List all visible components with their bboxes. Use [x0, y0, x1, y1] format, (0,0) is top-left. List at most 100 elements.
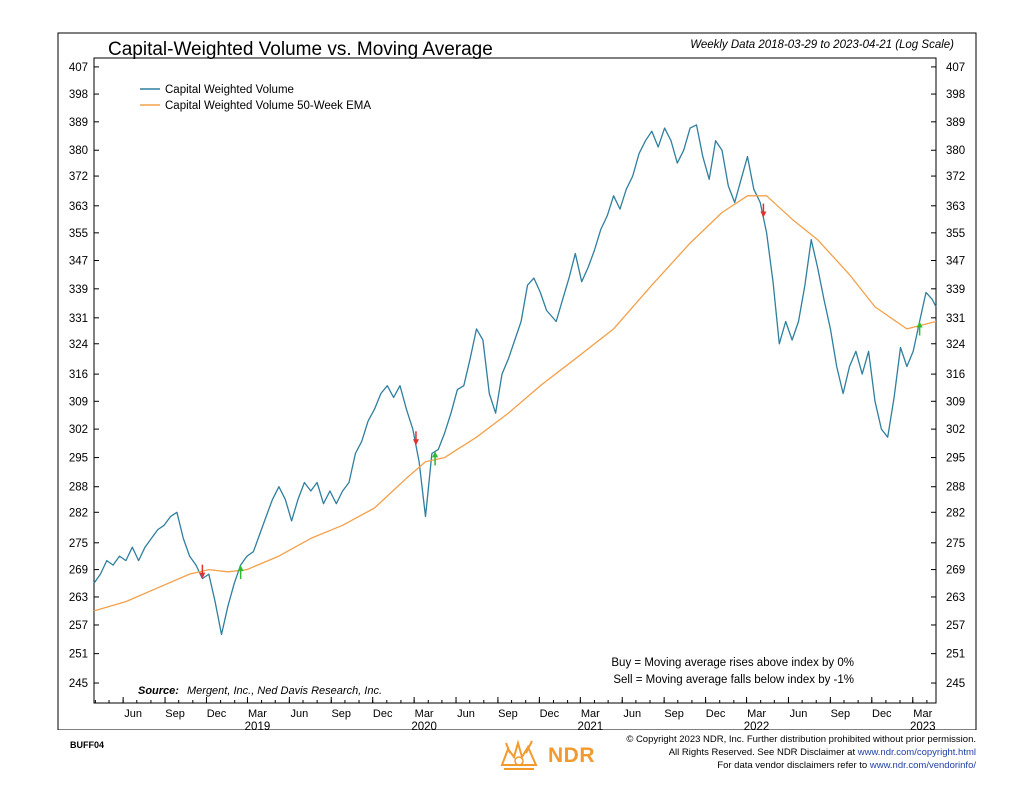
y-tick-label-right: 309: [946, 396, 965, 408]
x-month-label: Sep: [664, 708, 684, 720]
y-tick-label-left: 309: [69, 396, 88, 408]
y-tick-label-right: 407: [946, 62, 965, 74]
y-tick-label-left: 302: [69, 424, 88, 436]
buy-signal-arrow-icon: [237, 565, 244, 572]
copyright-line-2: All Rights Reserved. See NDR Disclaimer …: [626, 746, 976, 759]
y-tick-label-right: 372: [946, 171, 965, 183]
y-tick-label-left: 355: [69, 228, 88, 240]
y-tick-label-left: 288: [69, 482, 88, 494]
x-month-label: Sep: [498, 708, 518, 720]
x-month-label: Dec: [373, 708, 393, 720]
sell-signal-arrow-icon: [199, 572, 206, 579]
x-year-label: 2023: [910, 721, 936, 730]
y-tick-label-left: 407: [69, 62, 88, 74]
source-label: Source:: [138, 685, 179, 697]
copyright-line-3: For data vendor disclaimers refer to www…: [626, 759, 976, 772]
legend-label: Capital Weighted Volume: [165, 84, 294, 96]
x-month-label: Mar: [248, 708, 267, 720]
copyright-link[interactable]: www.ndr.com/copyright.html: [857, 747, 976, 758]
chart-code: BUFF04: [70, 740, 105, 750]
buy-rule-text: Buy = Moving average rises above index b…: [611, 657, 854, 669]
y-tick-label-right: 398: [946, 89, 965, 101]
outer-frame: [57, 32, 977, 730]
y-tick-label-left: 263: [69, 592, 88, 604]
x-year-label: 2022: [744, 721, 770, 730]
copyright-block: © Copyright 2023 NDR, Inc. Further distr…: [626, 733, 976, 772]
sell-rule-text: Sell = Moving average falls below index …: [613, 674, 854, 686]
y-tick-label-left: 275: [69, 538, 88, 550]
y-tick-label-right: 257: [946, 620, 965, 632]
y-tick-label-right: 331: [946, 313, 965, 325]
x-month-label: Jun: [290, 708, 308, 720]
chart-subtitle: Weekly Data 2018-03-29 to 2023-04-21 (Lo…: [690, 39, 954, 51]
volume-series-line: [93, 124, 937, 636]
y-tick-label-left: 282: [69, 507, 88, 519]
x-month-label: Dec: [872, 708, 892, 720]
x-year-label: 2021: [578, 721, 604, 730]
sell-signal-arrow-icon: [412, 439, 419, 446]
plot-frame: [93, 57, 937, 704]
y-tick-label-right: 363: [946, 201, 965, 213]
y-tick-label-left: 245: [69, 678, 88, 690]
x-year-label: 2020: [411, 721, 437, 730]
x-month-label: Mar: [415, 708, 434, 720]
y-tick-label-left: 257: [69, 620, 88, 632]
x-month-label: Dec: [706, 708, 726, 720]
vendor-info-link[interactable]: www.ndr.com/vendorinfo/: [869, 760, 976, 771]
ndr-logo-text: NDR: [548, 744, 595, 767]
y-tick-label-left: 324: [69, 339, 89, 351]
chart-title: Capital-Weighted Volume vs. Moving Avera…: [108, 39, 493, 60]
x-month-label: Sep: [331, 708, 351, 720]
y-tick-label-right: 324: [946, 339, 966, 351]
buy-signal-arrow-icon: [916, 321, 923, 328]
x-month-label: Jun: [457, 708, 475, 720]
x-year-label: 2019: [245, 721, 271, 730]
bull-bear-logo-icon: [500, 739, 538, 770]
x-month-label: Mar: [913, 708, 932, 720]
y-tick-label-left: 339: [69, 284, 88, 296]
ndr-logo: NDR: [496, 735, 595, 777]
x-month-label: Mar: [581, 708, 600, 720]
buy-signal-arrow-icon: [432, 451, 439, 458]
ema-series-line: [93, 195, 937, 612]
y-tick-label-left: 269: [69, 565, 88, 577]
x-month-label: Jun: [124, 708, 142, 720]
y-tick-label-left: 251: [69, 649, 88, 661]
x-month-label: Mar: [747, 708, 766, 720]
y-tick-label-right: 275: [946, 538, 965, 550]
x-month-label: Sep: [165, 708, 185, 720]
y-tick-label-right: 288: [946, 482, 965, 494]
y-tick-label-right: 316: [946, 369, 965, 381]
y-tick-label-left: 372: [69, 171, 88, 183]
x-month-label: Sep: [831, 708, 851, 720]
x-month-label: Dec: [540, 708, 560, 720]
source-text: Mergent, Inc., Ned Davis Research, Inc.: [187, 685, 382, 697]
sell-signal-arrow-icon: [760, 211, 767, 218]
y-tick-label-left: 316: [69, 369, 88, 381]
y-tick-label-left: 295: [69, 453, 88, 465]
y-tick-label-right: 251: [946, 649, 965, 661]
y-tick-label-right: 389: [946, 117, 965, 129]
x-month-label: Jun: [623, 708, 641, 720]
y-tick-label-right: 282: [946, 507, 965, 519]
copyright-line-1: © Copyright 2023 NDR, Inc. Further distr…: [626, 734, 976, 745]
x-month-label: Dec: [207, 708, 227, 720]
y-tick-label-left: 331: [69, 313, 88, 325]
y-tick-label-left: 389: [69, 117, 88, 129]
y-tick-label-left: 380: [69, 145, 88, 157]
y-tick-label-left: 347: [69, 256, 88, 268]
y-tick-label-right: 347: [946, 256, 965, 268]
y-tick-label-right: 269: [946, 565, 965, 577]
chart-canvas: Capital-Weighted Volume vs. Moving Avera…: [57, 32, 977, 730]
y-tick-label-right: 263: [946, 592, 965, 604]
y-tick-label-right: 245: [946, 678, 965, 690]
y-tick-label-left: 363: [69, 201, 88, 213]
y-tick-label-right: 339: [946, 284, 965, 296]
y-tick-label-right: 380: [946, 145, 965, 157]
copyright-line-2-text: All Rights Reserved. See NDR Disclaimer …: [668, 747, 858, 758]
y-tick-label-right: 295: [946, 453, 965, 465]
y-tick-label-right: 355: [946, 228, 965, 240]
legend-label: Capital Weighted Volume 50-Week EMA: [165, 100, 371, 112]
y-tick-label-left: 398: [69, 89, 88, 101]
copyright-line-3-text: For data vendor disclaimers refer to: [717, 760, 870, 771]
